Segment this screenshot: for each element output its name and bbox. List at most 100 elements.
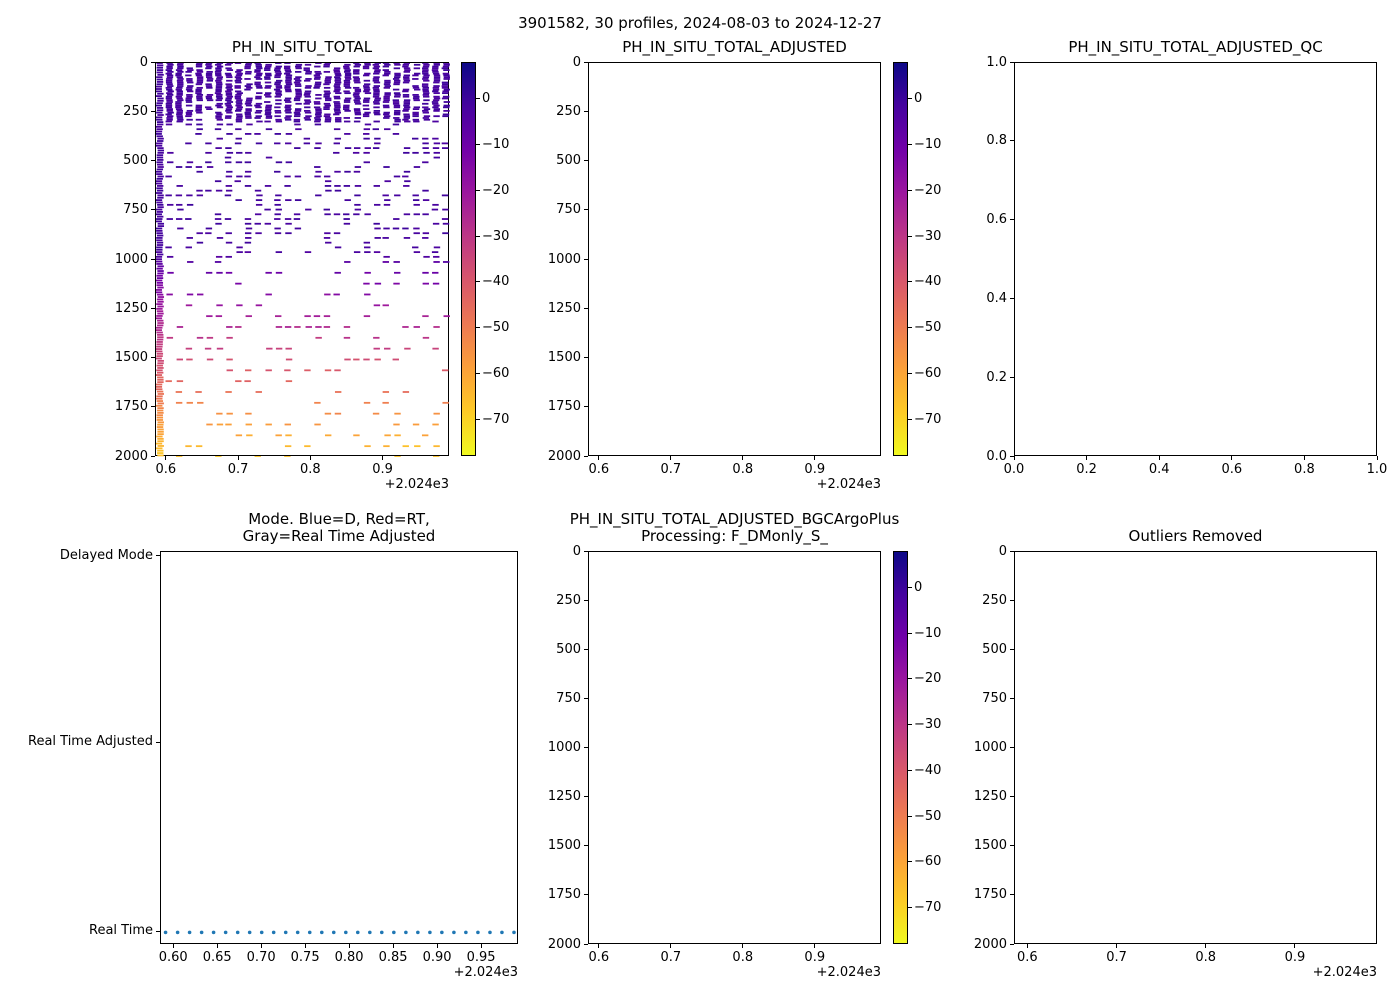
- x-tick-label: 0.8: [732, 950, 754, 965]
- x-tick-label: 0.9: [804, 950, 826, 965]
- y-tick-mark: [1010, 455, 1014, 457]
- y-tick-label: 1250: [547, 300, 581, 316]
- y-tick-mark: [1010, 796, 1014, 798]
- y-tick-mark: [584, 697, 588, 699]
- y-tick-label: 500: [123, 153, 148, 168]
- y-tick-label: 250: [556, 592, 581, 608]
- axis-offset-label: +2.024e3: [816, 965, 881, 980]
- y-tick-mark: [151, 455, 155, 457]
- y-tick-mark: [1010, 845, 1014, 847]
- x-tick-label: 0.70: [246, 950, 276, 965]
- y-tick-mark: [1010, 599, 1014, 601]
- colorbar-tick-label: −60: [914, 366, 942, 382]
- colorbar-tick-mark: [908, 587, 912, 589]
- colorbar-tick-mark: [908, 906, 912, 908]
- title-ph-in-situ-total-adjusted: PH_IN_SITU_TOTAL_ADJUSTED: [622, 38, 847, 56]
- x-tick-mark: [237, 456, 239, 460]
- y-tick-label: 0: [139, 54, 148, 70]
- x-tick-mark: [260, 944, 262, 948]
- x-tick-mark: [1116, 944, 1118, 948]
- colorbar-tick-label: −10: [914, 136, 942, 152]
- colorbar-tick-label: −30: [914, 717, 942, 733]
- x-tick-label: 0.9: [1284, 950, 1306, 965]
- y-tick-label: 0.2: [986, 369, 1007, 385]
- title-ph-in-situ-total-adjusted-qc: PH_IN_SITU_TOTAL_ADJUSTED_QC: [1068, 38, 1323, 56]
- y-tick-label: 2000: [547, 936, 581, 952]
- colorbar-tick-mark: [908, 373, 912, 375]
- y-tick-mark: [584, 455, 588, 457]
- y-tick-label: 1000: [114, 251, 148, 267]
- y-tick-mark: [151, 307, 155, 309]
- x-tick-mark: [742, 456, 744, 460]
- category-label: Real Time: [89, 923, 153, 939]
- colorbar-tick-label: −50: [914, 808, 942, 824]
- y-tick-mark: [584, 406, 588, 408]
- y-tick-mark: [584, 648, 588, 650]
- colorbar-tick-mark: [908, 418, 912, 420]
- title-ph-in-situ-total: PH_IN_SITU_TOTAL: [231, 38, 373, 56]
- x-tick-label: 0.60: [158, 950, 188, 965]
- colorbar-tick-label: −70: [482, 411, 510, 427]
- y-tick-label: 0.8: [986, 133, 1007, 149]
- colorbar-tick-label: −20: [914, 182, 942, 198]
- y-tick-label: 250: [982, 592, 1007, 608]
- y-tick-mark: [1010, 747, 1014, 748]
- colorbar-tick-mark: [476, 189, 480, 191]
- axis-offset-label: +2.024e3: [1312, 965, 1377, 980]
- y-tick-mark: [1010, 943, 1014, 945]
- y-tick-mark: [1010, 219, 1014, 221]
- category-label: Delayed Mode: [59, 547, 153, 563]
- y-tick-label: 1250: [547, 789, 581, 805]
- colorbar-tick-mark: [476, 98, 480, 100]
- y-tick-label: 0.4: [986, 290, 1007, 306]
- x-tick-label: 0.4: [1148, 462, 1170, 477]
- y-tick-mark: [584, 747, 588, 748]
- colorbar-tick-label: 0: [914, 580, 923, 596]
- y-tick-mark: [151, 110, 155, 112]
- x-tick-label: 0.6: [588, 462, 610, 477]
- colorbar-tick-mark: [476, 418, 480, 420]
- colorbar-tick-mark: [908, 281, 912, 283]
- ph-in-situ-total-plot-area: [156, 63, 450, 457]
- y-tick-mark: [584, 943, 588, 945]
- axes-ph-in-situ-total-adjusted: [588, 62, 882, 457]
- qc-plot-area: [1015, 63, 1378, 457]
- y-tick-mark: [1010, 697, 1014, 699]
- x-tick-mark: [742, 944, 744, 948]
- colorbar: [461, 62, 476, 456]
- colorbar-tick-label: −30: [482, 228, 510, 244]
- y-tick-mark: [151, 357, 155, 358]
- y-tick-label: 0: [572, 543, 581, 559]
- colorbar-tick-label: −50: [914, 320, 942, 336]
- axes-mode-plot: [160, 551, 519, 945]
- colorbar-tick-mark: [476, 235, 480, 237]
- x-tick-mark: [670, 944, 672, 948]
- y-tick-mark: [584, 209, 588, 211]
- axes-outliers-removed: [1014, 551, 1378, 945]
- y-tick-mark: [1010, 550, 1014, 552]
- axis-offset-label: +2.024e3: [384, 477, 449, 492]
- x-tick-label: 0.6: [155, 462, 177, 477]
- x-tick-label: 0.8: [1195, 950, 1217, 965]
- y-tick-label: 2000: [547, 448, 581, 464]
- colorbar-tick-label: −60: [482, 366, 510, 382]
- x-tick-mark: [814, 456, 816, 460]
- bgcargoplus-plot-area: [589, 552, 882, 945]
- outliers-removed-plot-area: [1015, 552, 1378, 945]
- x-tick-mark: [1013, 456, 1015, 460]
- mode-plot-area: [161, 552, 519, 945]
- colorbar-tick-label: −40: [482, 274, 510, 290]
- y-tick-label: 1500: [973, 838, 1007, 854]
- colorbar-tick-label: −20: [482, 182, 510, 198]
- colorbar-tick-mark: [476, 373, 480, 375]
- axes-bgcargoplus: [588, 551, 882, 945]
- x-tick-label: 0.9: [372, 462, 393, 477]
- x-tick-label: 0.7: [660, 950, 682, 965]
- x-tick-mark: [1158, 456, 1160, 460]
- colorbar-tick-label: −10: [914, 625, 942, 641]
- y-tick-mark: [156, 555, 160, 557]
- x-tick-label: 1.0: [1366, 462, 1388, 477]
- axis-offset-label: +2.024e3: [816, 477, 881, 492]
- x-tick-mark: [216, 944, 218, 948]
